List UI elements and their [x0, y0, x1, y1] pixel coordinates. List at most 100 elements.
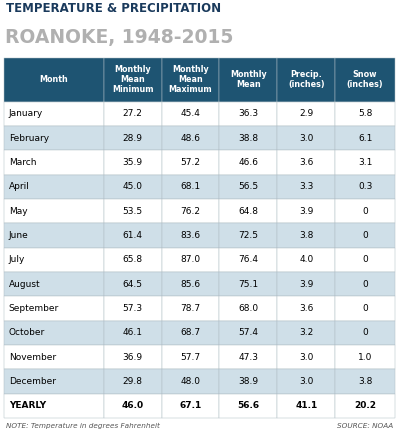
Text: 48.0: 48.0 — [180, 377, 201, 386]
FancyBboxPatch shape — [277, 321, 335, 345]
Text: 3.6: 3.6 — [299, 304, 314, 313]
FancyBboxPatch shape — [162, 199, 219, 224]
Text: 76.2: 76.2 — [180, 207, 201, 216]
FancyBboxPatch shape — [4, 369, 104, 394]
FancyBboxPatch shape — [104, 369, 162, 394]
Text: April: April — [9, 182, 30, 191]
Text: 47.3: 47.3 — [238, 353, 259, 362]
FancyBboxPatch shape — [219, 369, 277, 394]
FancyBboxPatch shape — [4, 224, 104, 248]
Text: TEMPERATURE & PRECIPITATION: TEMPERATURE & PRECIPITATION — [6, 2, 221, 15]
FancyBboxPatch shape — [335, 102, 395, 126]
Text: 4.0: 4.0 — [299, 255, 313, 264]
FancyBboxPatch shape — [104, 272, 162, 297]
FancyBboxPatch shape — [277, 297, 335, 321]
FancyBboxPatch shape — [104, 199, 162, 224]
Text: 45.4: 45.4 — [181, 109, 200, 118]
FancyBboxPatch shape — [104, 345, 162, 369]
FancyBboxPatch shape — [277, 248, 335, 272]
FancyBboxPatch shape — [335, 248, 395, 272]
Text: 56.5: 56.5 — [238, 182, 259, 191]
Text: 68.0: 68.0 — [238, 304, 259, 313]
FancyBboxPatch shape — [335, 126, 395, 151]
Text: Precip.
(inches): Precip. (inches) — [288, 70, 324, 90]
Text: 46.6: 46.6 — [238, 158, 259, 167]
FancyBboxPatch shape — [4, 199, 104, 224]
Text: 0: 0 — [362, 328, 368, 337]
Text: Monthly
Mean
Minimum: Monthly Mean Minimum — [112, 65, 153, 95]
FancyBboxPatch shape — [335, 394, 395, 418]
FancyBboxPatch shape — [162, 102, 219, 126]
Text: August: August — [9, 280, 40, 289]
FancyBboxPatch shape — [335, 321, 395, 345]
Text: 67.1: 67.1 — [180, 401, 201, 410]
Text: 3.8: 3.8 — [358, 377, 372, 386]
Text: 3.0: 3.0 — [299, 377, 314, 386]
Text: 3.0: 3.0 — [299, 134, 314, 143]
Text: 64.8: 64.8 — [238, 207, 259, 216]
FancyBboxPatch shape — [219, 248, 277, 272]
FancyBboxPatch shape — [4, 394, 104, 418]
Text: 5.8: 5.8 — [358, 109, 372, 118]
FancyBboxPatch shape — [162, 248, 219, 272]
Text: SOURCE: NOAA: SOURCE: NOAA — [337, 422, 393, 428]
Text: 3.9: 3.9 — [299, 207, 314, 216]
FancyBboxPatch shape — [277, 369, 335, 394]
FancyBboxPatch shape — [162, 394, 219, 418]
Text: 78.7: 78.7 — [180, 304, 201, 313]
FancyBboxPatch shape — [104, 224, 162, 248]
FancyBboxPatch shape — [162, 126, 219, 151]
Text: November: November — [9, 353, 56, 362]
FancyBboxPatch shape — [4, 321, 104, 345]
FancyBboxPatch shape — [219, 175, 277, 199]
Text: 46.1: 46.1 — [122, 328, 142, 337]
Text: 1.0: 1.0 — [358, 353, 372, 362]
FancyBboxPatch shape — [104, 58, 162, 102]
Text: 57.4: 57.4 — [238, 328, 259, 337]
Text: 0: 0 — [362, 207, 368, 216]
FancyBboxPatch shape — [277, 151, 335, 175]
Text: 83.6: 83.6 — [180, 231, 201, 240]
Text: 76.4: 76.4 — [238, 255, 259, 264]
FancyBboxPatch shape — [219, 345, 277, 369]
FancyBboxPatch shape — [277, 224, 335, 248]
Text: 0: 0 — [362, 304, 368, 313]
FancyBboxPatch shape — [162, 151, 219, 175]
FancyBboxPatch shape — [335, 151, 395, 175]
Text: 0: 0 — [362, 231, 368, 240]
Text: 68.7: 68.7 — [180, 328, 201, 337]
Text: 3.8: 3.8 — [299, 231, 314, 240]
FancyBboxPatch shape — [335, 297, 395, 321]
Text: July: July — [9, 255, 25, 264]
Text: Monthly
Mean: Monthly Mean — [230, 70, 267, 90]
Text: 64.5: 64.5 — [122, 280, 142, 289]
Text: 72.5: 72.5 — [238, 231, 259, 240]
Text: 0: 0 — [362, 280, 368, 289]
FancyBboxPatch shape — [277, 58, 335, 102]
FancyBboxPatch shape — [219, 151, 277, 175]
FancyBboxPatch shape — [277, 394, 335, 418]
Text: 57.2: 57.2 — [180, 158, 201, 167]
Text: 56.6: 56.6 — [237, 401, 259, 410]
Text: 0: 0 — [362, 255, 368, 264]
Text: 57.7: 57.7 — [180, 353, 201, 362]
FancyBboxPatch shape — [162, 272, 219, 297]
FancyBboxPatch shape — [162, 369, 219, 394]
FancyBboxPatch shape — [104, 297, 162, 321]
FancyBboxPatch shape — [162, 175, 219, 199]
Text: 3.3: 3.3 — [299, 182, 314, 191]
FancyBboxPatch shape — [4, 272, 104, 297]
FancyBboxPatch shape — [219, 126, 277, 151]
Text: 41.1: 41.1 — [295, 401, 317, 410]
FancyBboxPatch shape — [219, 297, 277, 321]
FancyBboxPatch shape — [219, 224, 277, 248]
Text: 85.6: 85.6 — [180, 280, 201, 289]
Text: 38.9: 38.9 — [238, 377, 259, 386]
FancyBboxPatch shape — [104, 175, 162, 199]
FancyBboxPatch shape — [335, 224, 395, 248]
FancyBboxPatch shape — [277, 345, 335, 369]
Text: 3.6: 3.6 — [299, 158, 314, 167]
FancyBboxPatch shape — [4, 151, 104, 175]
Text: Snow
(inches): Snow (inches) — [347, 70, 383, 90]
Text: ROANOKE, 1948-2015: ROANOKE, 1948-2015 — [5, 28, 233, 47]
